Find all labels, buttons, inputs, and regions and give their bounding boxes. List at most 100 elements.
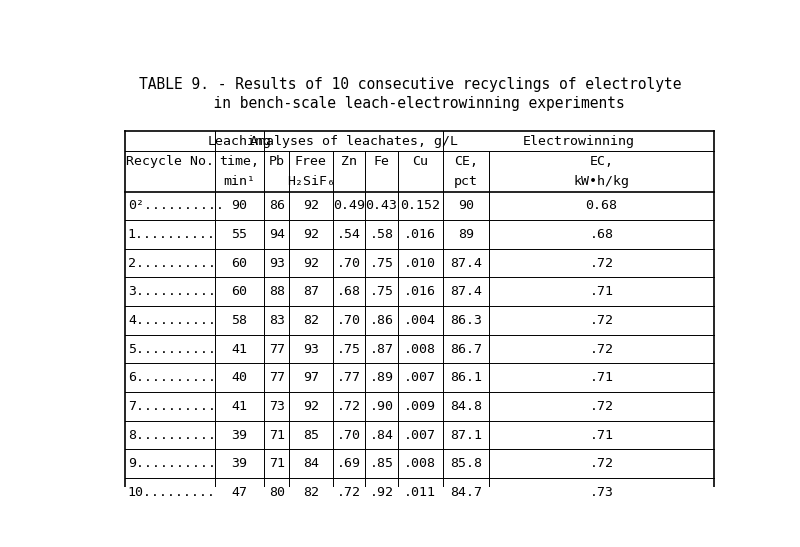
Text: .85: .85 — [370, 457, 394, 470]
Text: kW•h/kg: kW•h/kg — [574, 175, 630, 188]
Text: 86.7: 86.7 — [450, 342, 482, 356]
Text: .004: .004 — [404, 314, 436, 327]
Text: 93: 93 — [269, 257, 285, 270]
Text: pct: pct — [454, 175, 478, 188]
Text: .90: .90 — [370, 400, 394, 413]
Text: .72: .72 — [337, 400, 361, 413]
Text: .58: .58 — [370, 228, 394, 241]
Text: 85: 85 — [302, 428, 318, 441]
Text: 84: 84 — [302, 457, 318, 470]
Text: .72: .72 — [590, 400, 614, 413]
Text: in bench-scale leach-electrowinning experiments: in bench-scale leach-electrowinning expe… — [196, 96, 624, 111]
Text: 90: 90 — [458, 200, 474, 212]
Text: 47: 47 — [231, 486, 247, 499]
Text: .007: .007 — [404, 371, 436, 384]
Text: 39: 39 — [231, 457, 247, 470]
Text: .010: .010 — [404, 257, 436, 270]
Text: .73: .73 — [590, 486, 614, 499]
Text: 6..........: 6.......... — [128, 371, 216, 384]
Text: 9..........: 9.......... — [128, 457, 216, 470]
Text: .87: .87 — [370, 342, 394, 356]
Text: Leaching: Leaching — [207, 135, 271, 148]
Text: Fe: Fe — [374, 155, 390, 168]
Text: .72: .72 — [590, 314, 614, 327]
Text: 82: 82 — [302, 314, 318, 327]
Text: .71: .71 — [590, 286, 614, 298]
Text: 10.........: 10......... — [128, 486, 216, 499]
Text: 92: 92 — [302, 228, 318, 241]
Text: 86.1: 86.1 — [450, 371, 482, 384]
Text: .72: .72 — [337, 486, 361, 499]
Text: 0²..........: 0².......... — [128, 200, 224, 212]
Text: .89: .89 — [370, 371, 394, 384]
Text: 60: 60 — [231, 257, 247, 270]
Text: TABLE 9. - Results of 10 consecutive recyclings of electrolyte: TABLE 9. - Results of 10 consecutive rec… — [138, 77, 682, 92]
Text: 92: 92 — [302, 400, 318, 413]
Text: 71: 71 — [269, 457, 285, 470]
Text: .008: .008 — [404, 342, 436, 356]
Text: .007: .007 — [404, 428, 436, 441]
Text: 80: 80 — [269, 486, 285, 499]
Text: .016: .016 — [404, 286, 436, 298]
Text: .71: .71 — [590, 428, 614, 441]
Text: .70: .70 — [337, 257, 361, 270]
Text: Electrowinning: Electrowinning — [522, 135, 634, 148]
Text: 94: 94 — [269, 228, 285, 241]
Text: .75: .75 — [337, 342, 361, 356]
Text: .70: .70 — [337, 314, 361, 327]
Text: 41: 41 — [231, 400, 247, 413]
Text: 60: 60 — [231, 286, 247, 298]
Text: .72: .72 — [590, 457, 614, 470]
Text: Free: Free — [294, 155, 326, 168]
Text: .70: .70 — [337, 428, 361, 441]
Text: .008: .008 — [404, 457, 436, 470]
Text: 77: 77 — [269, 342, 285, 356]
Text: 82: 82 — [302, 486, 318, 499]
Text: 8..........: 8.......... — [128, 428, 216, 441]
Text: 0.68: 0.68 — [586, 200, 618, 212]
Text: 86.3: 86.3 — [450, 314, 482, 327]
Text: 97: 97 — [302, 371, 318, 384]
Text: .009: .009 — [404, 400, 436, 413]
Text: Recycle No.: Recycle No. — [126, 155, 214, 168]
Text: 40: 40 — [231, 371, 247, 384]
Text: H₂SiF₆: H₂SiF₆ — [286, 175, 334, 188]
Text: 5..........: 5.......... — [128, 342, 216, 356]
Text: .72: .72 — [590, 257, 614, 270]
Text: CE,: CE, — [454, 155, 478, 168]
Text: 87.4: 87.4 — [450, 257, 482, 270]
Text: .72: .72 — [590, 342, 614, 356]
Text: 55: 55 — [231, 228, 247, 241]
Text: 84.7: 84.7 — [450, 486, 482, 499]
Text: 92: 92 — [302, 200, 318, 212]
Text: 84.8: 84.8 — [450, 400, 482, 413]
Text: 77: 77 — [269, 371, 285, 384]
Text: .84: .84 — [370, 428, 394, 441]
Text: 88: 88 — [269, 286, 285, 298]
Text: .69: .69 — [337, 457, 361, 470]
Text: Pb: Pb — [269, 155, 285, 168]
Text: .68: .68 — [337, 286, 361, 298]
Text: EC,: EC, — [590, 155, 614, 168]
Text: .86: .86 — [370, 314, 394, 327]
Text: 73: 73 — [269, 400, 285, 413]
Text: .77: .77 — [337, 371, 361, 384]
Text: .75: .75 — [370, 286, 394, 298]
Text: 85.8: 85.8 — [450, 457, 482, 470]
Text: 3..........: 3.......... — [128, 286, 216, 298]
Text: 2..........: 2.......... — [128, 257, 216, 270]
Text: 89: 89 — [458, 228, 474, 241]
Text: Zn: Zn — [341, 155, 357, 168]
Text: 87.1: 87.1 — [450, 428, 482, 441]
Text: .75: .75 — [370, 257, 394, 270]
Text: 41: 41 — [231, 342, 247, 356]
Text: Cu: Cu — [412, 155, 428, 168]
Text: .92: .92 — [370, 486, 394, 499]
Text: 92: 92 — [302, 257, 318, 270]
Text: 93: 93 — [302, 342, 318, 356]
Text: .68: .68 — [590, 228, 614, 241]
Text: 58: 58 — [231, 314, 247, 327]
Text: 87.4: 87.4 — [450, 286, 482, 298]
Text: min¹: min¹ — [223, 175, 255, 188]
Text: time,: time, — [219, 155, 259, 168]
